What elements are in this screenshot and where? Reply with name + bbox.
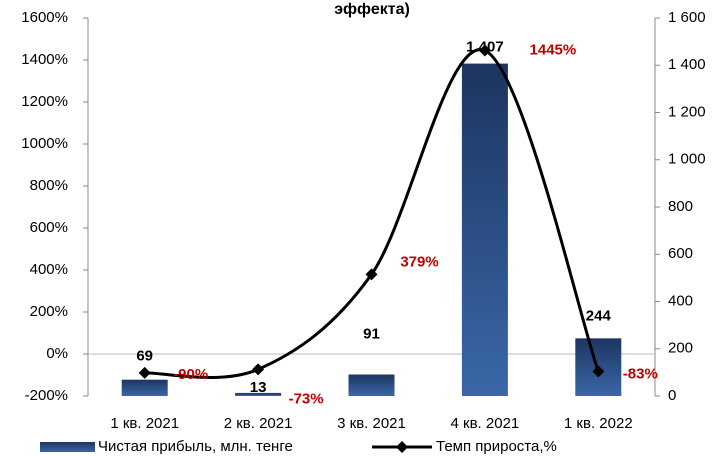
legend-label: Темп прироста,% (436, 438, 557, 455)
line (144, 48, 600, 380)
y-tick-label: 1200% (21, 93, 68, 110)
y2-tick-label: 1 400 (668, 56, 706, 73)
x-tick-label: 3 кв. 2021 (337, 415, 406, 432)
legend-swatch (40, 442, 95, 452)
bar-label: 69 (136, 348, 153, 365)
marker (365, 268, 378, 281)
y2-tick-label: 400 (668, 292, 693, 309)
bar (235, 392, 282, 396)
bar (461, 63, 508, 396)
bar-label: 13 (250, 379, 267, 396)
y2-tick-label: 1 000 (668, 151, 706, 168)
line-label: -90% (173, 366, 208, 383)
y2-tick-label: 200 (668, 340, 693, 357)
y-tick-label: 1000% (21, 135, 68, 152)
bar-label: 91 (363, 325, 380, 342)
y-tick-label: 0% (46, 345, 68, 362)
y-tick-label: 1400% (21, 51, 68, 68)
y2-tick-label: 1 600 (668, 9, 706, 26)
y2-tick-label: 800 (668, 198, 693, 215)
y-tick-label: 600% (30, 219, 68, 236)
y-tick-label: 400% (30, 261, 68, 278)
x-tick-label: 1 кв. 2021 (110, 415, 179, 432)
bar-label: 244 (586, 307, 612, 324)
legend-label: Чистая прибыль, млн. тенге (98, 438, 293, 455)
y-tick-label: 1600% (21, 9, 68, 26)
line-label: -73% (289, 390, 324, 407)
marker (592, 365, 605, 378)
marker (252, 363, 265, 376)
marker (138, 366, 151, 379)
y2-tick-label: 1 200 (668, 103, 706, 120)
x-tick-label: 1 кв. 2022 (564, 415, 633, 432)
y-tick-label: 800% (30, 177, 68, 194)
y-tick-label: -200% (25, 387, 68, 404)
y-tick-label: 200% (30, 303, 68, 320)
chart-title: эффекта) (334, 1, 410, 18)
bar (348, 374, 395, 396)
line-label: 379% (400, 253, 438, 270)
marker (478, 44, 491, 57)
bar (121, 379, 168, 396)
x-tick-label: 4 кв. 2021 (451, 415, 520, 432)
legend-marker (396, 441, 408, 453)
y2-tick-label: 600 (668, 245, 693, 262)
y2-tick-label: 0 (668, 387, 676, 404)
line-label: -83% (623, 365, 658, 382)
line-label: 1445% (530, 42, 577, 59)
x-tick-label: 2 кв. 2021 (224, 415, 293, 432)
